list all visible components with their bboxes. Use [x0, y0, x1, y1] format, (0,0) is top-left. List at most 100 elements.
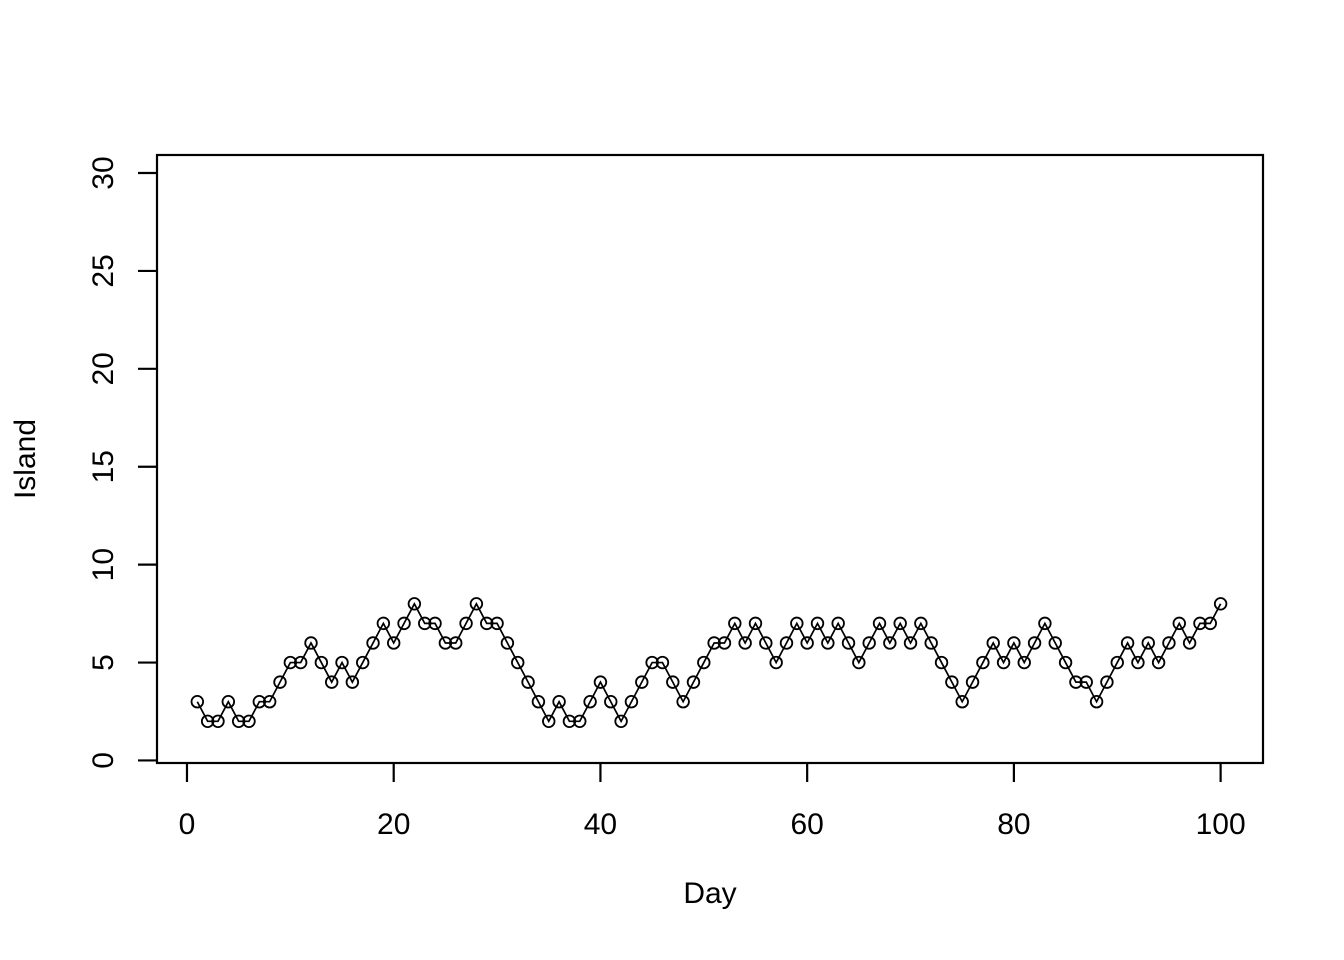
- data-point: [355, 655, 370, 670]
- data-point: [221, 695, 236, 709]
- data-point: [976, 655, 990, 670]
- data-series: [190, 597, 1228, 728]
- data-point: [231, 714, 246, 728]
- data-point: [469, 597, 484, 611]
- data-point: [1069, 675, 1083, 689]
- data-point: [810, 616, 825, 631]
- data-point: [604, 695, 618, 709]
- data-point: [645, 655, 659, 670]
- data-point: [211, 714, 225, 728]
- data-point: [728, 616, 742, 631]
- data-point: [717, 636, 732, 650]
- data-point: [697, 655, 711, 670]
- data-point: [304, 636, 318, 650]
- data-point: [480, 616, 494, 631]
- data-point: [1193, 616, 1207, 631]
- data-point: [490, 616, 504, 631]
- data-point: [366, 636, 380, 650]
- x-axis-tick-label: 100: [1196, 808, 1246, 841]
- data-point: [562, 714, 577, 728]
- data-point: [624, 695, 639, 709]
- data-point: [500, 636, 515, 650]
- y-axis-tick-label: 20: [87, 352, 120, 385]
- data-point: [924, 636, 938, 650]
- data-point: [521, 675, 535, 689]
- data-point: [273, 675, 287, 689]
- x-axis-tick-label: 80: [997, 808, 1030, 841]
- data-point: [862, 636, 876, 650]
- series-line: [196, 601, 1222, 724]
- x-axis-tick-label: 0: [179, 808, 196, 841]
- data-point: [965, 675, 980, 689]
- data-point: [252, 695, 267, 709]
- data-point: [335, 655, 349, 670]
- data-point: [914, 616, 928, 631]
- data-point: [200, 714, 215, 728]
- data-point: [1027, 636, 1042, 650]
- data-point: [831, 616, 845, 631]
- data-point: [438, 636, 453, 650]
- data-point: [748, 616, 763, 631]
- data-point: [531, 695, 546, 709]
- data-point: [635, 675, 649, 689]
- data-point: [759, 636, 773, 650]
- data-point: [1007, 636, 1021, 650]
- data-point: [387, 636, 401, 650]
- x-axis-tick-label: 20: [377, 808, 410, 841]
- data-point: [769, 655, 783, 670]
- x-axis-tick-label: 40: [584, 808, 617, 841]
- data-point: [821, 636, 835, 650]
- data-point: [324, 675, 339, 689]
- data-point: [934, 655, 949, 670]
- data-point: [955, 695, 969, 709]
- data-point: [800, 636, 814, 650]
- data-point: [790, 616, 804, 631]
- data-point: [996, 655, 1011, 670]
- data-point: [1162, 636, 1176, 650]
- data-point: [1213, 597, 1228, 611]
- data-point: [1100, 675, 1114, 689]
- data-point: [397, 616, 411, 631]
- data-point: [666, 675, 680, 689]
- data-point: [1038, 616, 1052, 631]
- data-point: [283, 655, 298, 670]
- data-point: [1131, 655, 1145, 670]
- x-axis-title: Day: [683, 877, 736, 910]
- data-point: [314, 655, 329, 670]
- data-point: [242, 714, 256, 728]
- y-axis-tick-label: 30: [87, 156, 120, 189]
- data-point: [1203, 616, 1217, 631]
- data-point: [190, 695, 205, 709]
- data-point: [1048, 636, 1062, 650]
- data-point: [593, 675, 608, 689]
- data-point: [345, 675, 360, 689]
- y-axis-tick-label: 5: [87, 654, 120, 671]
- data-point: [986, 636, 1000, 650]
- data-point: [459, 616, 473, 631]
- data-point: [1110, 655, 1124, 670]
- data-point: [449, 636, 463, 650]
- data-point: [428, 616, 442, 631]
- data-point: [583, 695, 597, 709]
- plot-area-border: [155, 153, 1265, 765]
- data-point: [1058, 655, 1073, 670]
- data-point: [542, 714, 556, 728]
- data-point: [418, 616, 432, 631]
- data-point: [707, 636, 721, 650]
- data-point: [552, 695, 566, 709]
- data-point: [407, 597, 422, 611]
- data-point: [1182, 636, 1197, 650]
- y-axis-ticks: 0 5 10 15 20 25 30: [87, 156, 157, 769]
- data-point: [511, 655, 525, 670]
- data-point: [1172, 616, 1186, 631]
- y-axis-tick-label: 25: [87, 254, 120, 287]
- data-point: [852, 655, 866, 670]
- data-point: [1151, 655, 1166, 670]
- y-axis-tick-label: 0: [87, 752, 120, 769]
- y-axis-tick-label: 10: [87, 548, 120, 581]
- data-point: [1120, 636, 1135, 650]
- data-point: [738, 636, 752, 650]
- x-axis-tick-label: 60: [790, 808, 823, 841]
